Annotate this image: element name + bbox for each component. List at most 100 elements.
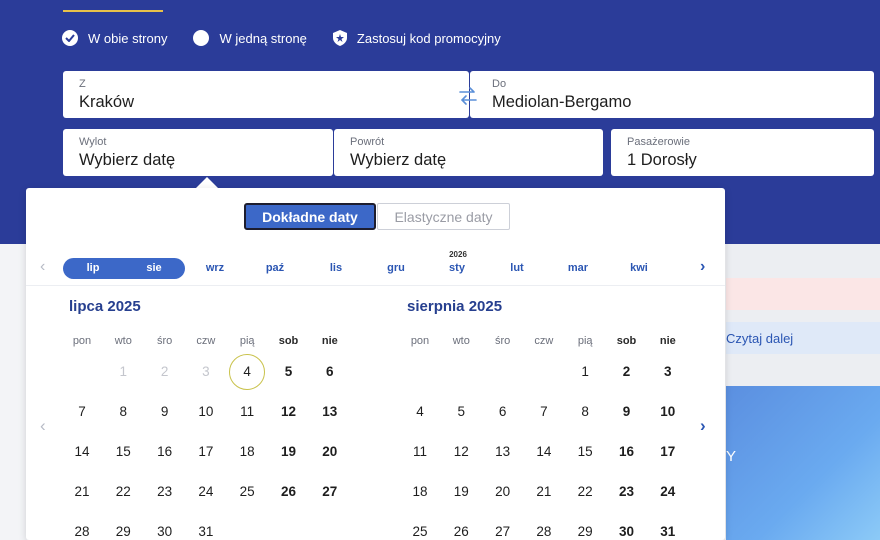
calendar-day[interactable]: 18 [412,484,428,499]
calendar-day[interactable]: 9 [622,404,631,419]
calendar-day[interactable]: 8 [119,404,128,419]
to-field[interactable]: Do Mediolan-Bergamo [470,71,874,118]
calendar-day[interactable]: 14 [536,444,552,459]
calendar-day[interactable]: 25 [412,524,428,539]
calendar-day[interactable]: 19 [280,444,297,459]
calendar-day[interactable]: 17 [660,444,676,459]
weekday-header: wto [114,335,132,347]
swap-airports-icon[interactable] [456,86,480,106]
calendar-day[interactable]: 16 [157,444,173,459]
one-way-option[interactable]: W jedną stronę [193,30,307,46]
month-strip-item[interactable]: lis [329,262,343,274]
calendar-day[interactable]: 27 [495,524,511,539]
calendar-prev-icon[interactable]: ‹ [40,416,46,435]
calendar-day[interactable]: 14 [74,444,90,459]
calendar-day[interactable]: 6 [498,404,507,419]
month-strip-prev-icon[interactable]: ‹ [40,258,46,275]
depart-date-field[interactable]: Wylot Wybierz datę [63,129,333,176]
flexible-dates-tab[interactable]: Elastyczne daty [377,203,510,230]
calendar-day[interactable]: 19 [453,484,469,499]
calendar-day[interactable]: 7 [78,404,86,419]
promo-image: Y [726,386,880,540]
month-strip-item[interactable]: lip [86,262,100,274]
month-strip-item[interactable]: mar [567,262,589,274]
calendar-day-today[interactable]: 4 [229,354,266,390]
calendar-day[interactable]: 26 [453,524,469,539]
calendar-day[interactable]: 21 [74,484,90,499]
calendar-day[interactable]: 4 [416,404,424,419]
calendar-day[interactable]: 1 [581,364,589,379]
calendar-day[interactable]: 13 [495,444,511,459]
calendar-day: 2 [160,364,169,379]
calendar-day[interactable]: 20 [495,484,511,499]
weekday-header: pon [72,335,92,347]
calendar-day[interactable]: 13 [322,404,338,419]
calendar-day[interactable]: 5 [457,404,466,419]
calendar-day[interactable]: 31 [198,524,214,539]
calendar-day[interactable]: 2 [622,364,631,379]
calendar-day[interactable]: 20 [322,444,338,459]
calendar-day[interactable]: 29 [115,524,131,539]
calendar-day[interactable]: 6 [326,364,334,379]
month-strip-item[interactable]: sty [449,262,465,274]
calendar-day[interactable]: 12 [280,404,297,419]
weekday-header: śro [494,335,511,347]
calendar-day[interactable]: 29 [577,524,593,539]
round-trip-option[interactable]: W obie strony [62,30,167,46]
read-more-link[interactable]: Czytaj dalej [726,322,880,354]
calendar-day[interactable]: 28 [74,524,90,539]
calendar-day[interactable]: 28 [536,524,552,539]
calendar-day[interactable]: 30 [157,524,173,539]
trip-options: W obie strony W jedną stronę Zastosuj ko… [62,30,527,46]
passengers-field[interactable]: Pasażerowie 1 Dorosły [611,129,874,176]
passengers-label: Pasażerowie [627,136,690,148]
calendar-day[interactable]: 22 [115,484,131,499]
passengers-value: 1 Dorosły [627,151,697,169]
calendar-day[interactable]: 10 [198,404,214,419]
calendar-day[interactable]: 22 [577,484,593,499]
check-circle-icon [62,30,78,46]
calendar-day[interactable]: 26 [280,484,297,499]
month-strip-item[interactable]: kwi [630,262,648,274]
calendar-day[interactable]: 23 [157,484,173,499]
promo-code-option[interactable]: Zastosuj kod promocyjny [332,30,501,46]
calendar-day[interactable]: 11 [412,444,427,459]
calendar-next-icon[interactable]: › [700,416,706,435]
month-strip-item[interactable]: lut [510,262,524,274]
calendar-day[interactable]: 24 [660,484,676,499]
calendar-day[interactable]: 10 [660,404,676,419]
month-strip-next-icon[interactable]: › [700,258,706,275]
calendar-day[interactable]: 31 [660,524,676,539]
month-strip-item[interactable]: gru [387,262,405,274]
calendar-day[interactable]: 12 [453,444,469,459]
calendar-day[interactable]: 3 [664,364,672,379]
calendar-day[interactable]: 7 [540,404,548,419]
radio-empty-icon [193,30,210,46]
weekday-header: pią [239,335,255,347]
from-field[interactable]: Z Kraków [63,71,469,118]
calendar-day[interactable]: 8 [581,404,589,419]
calendar-day[interactable]: 16 [618,444,635,459]
month-strip-item[interactable]: sie [146,262,162,274]
calendar-day[interactable]: 27 [322,484,338,499]
calendar-day[interactable]: 30 [618,524,635,539]
calendar-day[interactable]: 17 [198,444,214,459]
exact-dates-tab[interactable]: Dokładne daty [244,203,376,230]
calendar-day[interactable]: 21 [536,484,552,499]
return-date-field[interactable]: Powrót Wybierz datę [334,129,603,176]
calendar-day[interactable]: 15 [115,444,131,459]
calendar-day[interactable]: 24 [198,484,214,499]
calendar-day[interactable]: 9 [160,404,169,419]
calendar-day[interactable]: 18 [239,444,255,459]
month-strip-item[interactable]: paź [265,262,285,274]
promo-label: Zastosuj kod promocyjny [356,30,501,46]
notice-banner [726,278,880,310]
calendar-day[interactable]: 15 [577,444,593,459]
promo-shield-icon [332,30,347,46]
from-value: Kraków [79,93,135,111]
calendar-day[interactable]: 5 [284,364,293,379]
calendar-day[interactable]: 11 [240,404,255,419]
calendar-day[interactable]: 23 [618,484,635,499]
calendar-day[interactable]: 25 [239,484,255,499]
month-strip-item[interactable]: wrz [205,262,225,274]
